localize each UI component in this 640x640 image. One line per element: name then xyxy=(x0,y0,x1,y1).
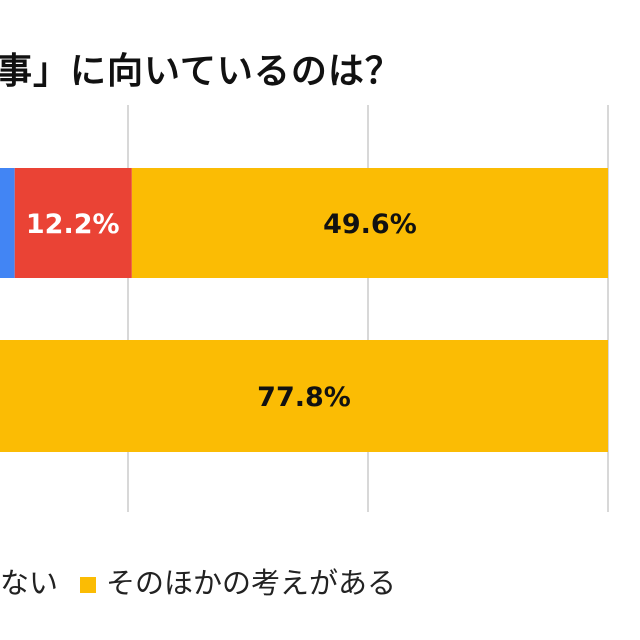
data-label-1-0: 77.8% xyxy=(257,382,351,413)
legend-label-0: ない xyxy=(0,566,59,600)
bar-0-segment-0 xyxy=(0,168,15,278)
legend-label-1: そのほかの考えがある xyxy=(106,566,397,600)
bar-0-segment-2 xyxy=(131,168,608,278)
legend: ない そのほかの考えがある xyxy=(0,560,396,602)
chart-title: 事」に向いているのは？ xyxy=(0,51,402,92)
legend-swatch-1 xyxy=(80,577,97,593)
data-label-0-2: 49.6% xyxy=(323,209,417,240)
data-label-0-1: 12.2% xyxy=(26,209,120,240)
bar-1-segment-0 xyxy=(0,340,608,452)
bar-0-segment-1 xyxy=(14,168,132,278)
